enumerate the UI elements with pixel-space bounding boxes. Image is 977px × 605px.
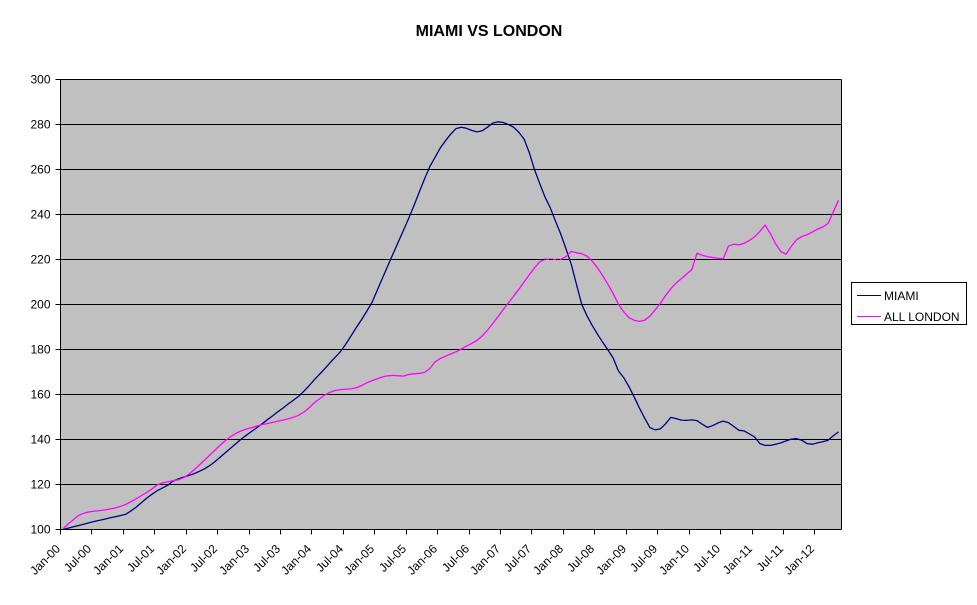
svg-text:Jan-03: Jan-03 <box>216 541 252 577</box>
svg-text:Jan-11: Jan-11 <box>720 541 755 576</box>
svg-text:280: 280 <box>30 118 50 132</box>
svg-text:240: 240 <box>30 208 50 222</box>
svg-text:Jul-00: Jul-00 <box>61 541 94 574</box>
svg-text:MIAMI VS LONDON: MIAMI VS LONDON <box>416 23 563 40</box>
svg-text:Jan-05: Jan-05 <box>341 541 377 577</box>
svg-text:Jan-04: Jan-04 <box>278 541 314 577</box>
svg-text:Jul-03: Jul-03 <box>250 541 283 574</box>
svg-text:Jul-04: Jul-04 <box>313 541 346 574</box>
svg-text:180: 180 <box>30 343 50 357</box>
svg-text:Jan-02: Jan-02 <box>153 541 189 577</box>
svg-text:220: 220 <box>30 253 50 267</box>
svg-text:Jan-10: Jan-10 <box>656 541 692 577</box>
svg-text:Jan-00: Jan-00 <box>27 541 63 577</box>
svg-text:Jul-02: Jul-02 <box>187 541 220 574</box>
svg-text:Jan-12: Jan-12 <box>781 541 817 577</box>
svg-text:300: 300 <box>30 73 50 87</box>
svg-text:200: 200 <box>30 298 50 312</box>
svg-text:Jul-09: Jul-09 <box>627 541 660 574</box>
svg-text:Jan-01: Jan-01 <box>90 541 126 577</box>
svg-text:Jul-06: Jul-06 <box>439 541 472 574</box>
svg-text:100: 100 <box>30 523 50 537</box>
svg-text:Jul-05: Jul-05 <box>376 541 409 574</box>
svg-text:Jul-10: Jul-10 <box>690 541 723 574</box>
svg-text:260: 260 <box>30 163 50 177</box>
svg-text:Jul-08: Jul-08 <box>564 541 597 574</box>
svg-text:Jan-06: Jan-06 <box>404 541 440 577</box>
svg-text:MIAMI: MIAMI <box>884 289 919 303</box>
svg-text:120: 120 <box>30 478 50 492</box>
svg-text:140: 140 <box>30 433 50 447</box>
svg-text:Jan-09: Jan-09 <box>593 541 629 577</box>
svg-text:Jan-07: Jan-07 <box>467 541 503 577</box>
svg-text:160: 160 <box>30 388 50 402</box>
svg-text:ALL LONDON: ALL LONDON <box>884 310 960 324</box>
svg-text:Jul-07: Jul-07 <box>501 541 534 574</box>
svg-text:Jul-01: Jul-01 <box>124 541 157 574</box>
svg-text:Jan-08: Jan-08 <box>530 541 566 577</box>
